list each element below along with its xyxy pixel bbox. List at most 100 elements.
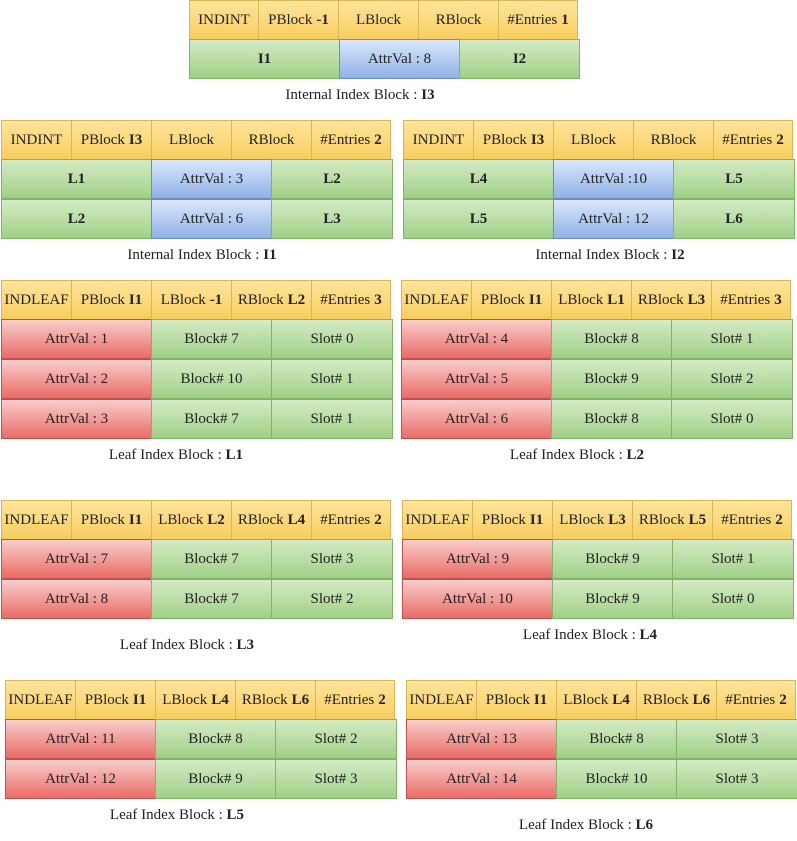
attrval-cell: AttrVal : 5 bbox=[401, 359, 552, 399]
block-caption: Internal Index Block : I3 bbox=[285, 87, 435, 103]
header-type-cell: INDLEAF bbox=[1, 500, 72, 540]
header-lblock-cell: LBlock L1 bbox=[551, 280, 632, 320]
slot-num-cell: Slot# 1 bbox=[672, 539, 794, 579]
entry-row: AttrVal : 12 Block# 9 Slot# 3 bbox=[5, 759, 397, 800]
entry-row: L5 AttrVal : 12 L6 bbox=[403, 199, 795, 240]
entry-row: AttrVal : 8 Block# 7 Slot# 2 bbox=[1, 579, 393, 620]
entry-row: AttrVal : 14 Block# 10 Slot# 3 bbox=[406, 759, 797, 800]
slot-num-cell: Slot# 3 bbox=[275, 759, 397, 799]
attrval-cell: AttrVal : 12 bbox=[553, 199, 674, 239]
attrval-cell: AttrVal : 3 bbox=[151, 159, 272, 199]
block-num-cell: Block# 9 bbox=[551, 359, 672, 399]
child-pointer-cell: L4 bbox=[403, 159, 554, 199]
header-lblock-cell: LBlock bbox=[338, 0, 419, 40]
child-pointer-cell: L6 bbox=[673, 199, 795, 239]
block-num-cell: Block# 7 bbox=[151, 399, 272, 439]
block-num-cell: Block# 10 bbox=[151, 359, 272, 399]
block-header-row: INDLEAF PBlock I1 LBlock -1 RBlock L2 #Entr… bbox=[1, 280, 393, 320]
header-rblock-cell: RBlock bbox=[633, 120, 714, 160]
slot-num-cell: Slot# 2 bbox=[671, 359, 793, 399]
header-pblock-cell: PBlock I1 bbox=[71, 500, 152, 540]
header-type-cell: INDLEAF bbox=[1, 280, 72, 320]
block-caption: Leaf Index Block : L2 bbox=[509, 447, 645, 463]
block-header-row: INDLEAF PBlock I1 LBlock L3 RBlock L5 #Entr… bbox=[402, 500, 794, 540]
header-entries-cell: #Entries 2 bbox=[311, 500, 391, 540]
entry-row: AttrVal : 7 Block# 7 Slot# 3 bbox=[1, 539, 393, 580]
header-pblock-cell: PBlock I1 bbox=[71, 280, 152, 320]
child-pointer-cell: L5 bbox=[673, 159, 795, 199]
block-header-row: INDLEAF PBlock I1 LBlock L4 RBlock L6 #Entr… bbox=[406, 680, 797, 720]
entry-row: AttrVal : 2 Block# 10 Slot# 1 bbox=[1, 359, 393, 400]
block-caption: Internal Index Block : I2 bbox=[535, 247, 685, 263]
block-header-row: INDINT PBlock I3 LBlock RBlock #Entries 2 bbox=[1, 120, 393, 160]
leaf-block-L1: INDLEAF PBlock I1 LBlock -1 RBlock L2 #Entr… bbox=[1, 280, 393, 440]
header-lblock-cell: LBlock L2 bbox=[151, 500, 232, 540]
block-num-cell: Block# 7 bbox=[151, 579, 272, 619]
header-pblock-cell: PBlock I1 bbox=[476, 680, 557, 720]
attrval-cell: AttrVal : 11 bbox=[5, 719, 156, 759]
header-type-cell: INDLEAF bbox=[401, 280, 472, 320]
child-pointer-cell: L2 bbox=[271, 159, 393, 199]
slot-num-cell: Slot# 2 bbox=[275, 719, 397, 759]
header-entries-cell: #Entries 2 bbox=[311, 120, 391, 160]
internal-block-I2: INDINT PBlock I3 LBlock RBlock #Entries 2 … bbox=[403, 120, 795, 240]
header-lblock-cell: LBlock bbox=[151, 120, 232, 160]
attrval-cell: AttrVal : 13 bbox=[406, 719, 557, 759]
attrval-cell: AttrVal : 12 bbox=[5, 759, 156, 799]
entry-row: AttrVal : 11 Block# 8 Slot# 2 bbox=[5, 719, 397, 760]
entry-row: L4 AttrVal :10 L5 bbox=[403, 159, 795, 200]
header-rblock-cell: RBlock L3 bbox=[631, 280, 712, 320]
attrval-cell: AttrVal : 4 bbox=[401, 319, 552, 359]
header-type-cell: INDINT bbox=[189, 0, 259, 40]
slot-num-cell: Slot# 1 bbox=[271, 359, 393, 399]
entry-row: AttrVal : 3 Block# 7 Slot# 1 bbox=[1, 399, 393, 440]
attrval-cell: AttrVal :10 bbox=[553, 159, 674, 199]
header-entries-cell: #Entries 2 bbox=[712, 500, 792, 540]
entry-row: L2 AttrVal : 6 L3 bbox=[1, 199, 393, 240]
block-caption: Leaf Index Block : L3 bbox=[119, 637, 255, 653]
attrval-cell: AttrVal : 6 bbox=[151, 199, 272, 239]
header-type-cell: INDLEAF bbox=[406, 680, 477, 720]
leaf-block-L3: INDLEAF PBlock I1 LBlock L2 RBlock L4 #Entr… bbox=[1, 500, 393, 620]
block-num-cell: Block# 7 bbox=[151, 539, 272, 579]
slot-num-cell: Slot# 0 bbox=[671, 399, 793, 439]
leaf-block-L4: INDLEAF PBlock I1 LBlock L3 RBlock L5 #Entr… bbox=[402, 500, 794, 620]
attrval-cell: AttrVal : 14 bbox=[406, 759, 557, 799]
header-rblock-cell: RBlock bbox=[418, 0, 499, 40]
child-pointer-cell: L5 bbox=[403, 199, 554, 239]
block-header-row: INDLEAF PBlock I1 LBlock L2 RBlock L4 #Entr… bbox=[1, 500, 393, 540]
header-pblock-cell: PBlock I1 bbox=[75, 680, 156, 720]
child-pointer-cell: L2 bbox=[1, 199, 152, 239]
attrval-cell: AttrVal : 9 bbox=[402, 539, 553, 579]
entry-row: L1 AttrVal : 3 L2 bbox=[1, 159, 393, 200]
header-pblock-cell: PBlock I3 bbox=[473, 120, 554, 160]
attrval-cell: AttrVal : 3 bbox=[1, 399, 152, 439]
header-rblock-cell: RBlock L6 bbox=[636, 680, 717, 720]
block-header-row: INDINT PBlock -1 LBlock RBlock #Entries 1 bbox=[189, 0, 580, 40]
header-rblock-cell: RBlock L2 bbox=[231, 280, 312, 320]
header-lblock-cell: LBlock L4 bbox=[556, 680, 637, 720]
attrval-cell: AttrVal : 10 bbox=[402, 579, 553, 619]
header-pblock-cell: PBlock I1 bbox=[471, 280, 552, 320]
header-type-cell: INDLEAF bbox=[402, 500, 473, 540]
slot-num-cell: Slot# 1 bbox=[271, 399, 393, 439]
header-pblock-cell: PBlock I3 bbox=[71, 120, 152, 160]
block-num-cell: Block# 9 bbox=[155, 759, 276, 799]
leaf-block-L6: INDLEAF PBlock I1 LBlock L4 RBlock L6 #Entr… bbox=[406, 680, 797, 800]
block-caption: Leaf Index Block : L5 bbox=[109, 807, 245, 823]
block-header-row: INDLEAF PBlock I1 LBlock L4 RBlock L6 #Entr… bbox=[5, 680, 397, 720]
slot-num-cell: Slot# 0 bbox=[672, 579, 794, 619]
header-type-cell: INDINT bbox=[403, 120, 474, 160]
block-caption: Leaf Index Block : L4 bbox=[522, 627, 658, 643]
header-entries-cell: #Entries 2 bbox=[315, 680, 395, 720]
block-num-cell: Block# 8 bbox=[551, 319, 672, 359]
slot-num-cell: Slot# 1 bbox=[671, 319, 793, 359]
child-pointer-cell: L3 bbox=[271, 199, 393, 239]
slot-num-cell: Slot# 2 bbox=[271, 579, 393, 619]
header-entries-cell: #Entries 3 bbox=[311, 280, 391, 320]
entry-row: AttrVal : 1 Block# 7 Slot# 0 bbox=[1, 319, 393, 360]
attrval-cell: AttrVal : 7 bbox=[1, 539, 152, 579]
header-rblock-cell: RBlock L6 bbox=[235, 680, 316, 720]
slot-num-cell: Slot# 3 bbox=[271, 539, 393, 579]
